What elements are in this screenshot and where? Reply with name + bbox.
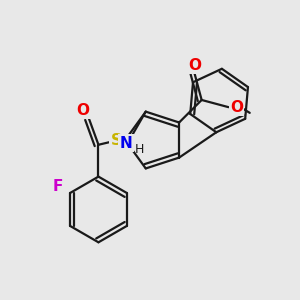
Text: N: N (119, 136, 132, 151)
Text: O: O (76, 103, 89, 118)
Text: O: O (188, 58, 201, 73)
Text: O: O (230, 100, 243, 115)
Text: S: S (111, 133, 122, 148)
Text: F: F (53, 178, 63, 194)
Text: H: H (135, 143, 145, 156)
